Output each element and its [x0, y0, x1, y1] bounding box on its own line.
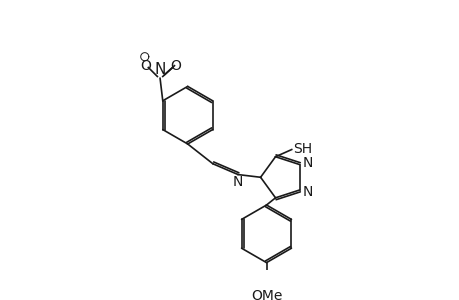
Text: OMe: OMe	[250, 289, 281, 300]
Text: N: N	[302, 185, 312, 199]
Text: N: N	[232, 176, 243, 190]
Text: SH: SH	[293, 142, 312, 156]
Text: N: N	[154, 62, 165, 77]
Text: N: N	[302, 156, 312, 170]
Text: O: O	[169, 59, 180, 73]
Text: O: O	[140, 59, 151, 73]
